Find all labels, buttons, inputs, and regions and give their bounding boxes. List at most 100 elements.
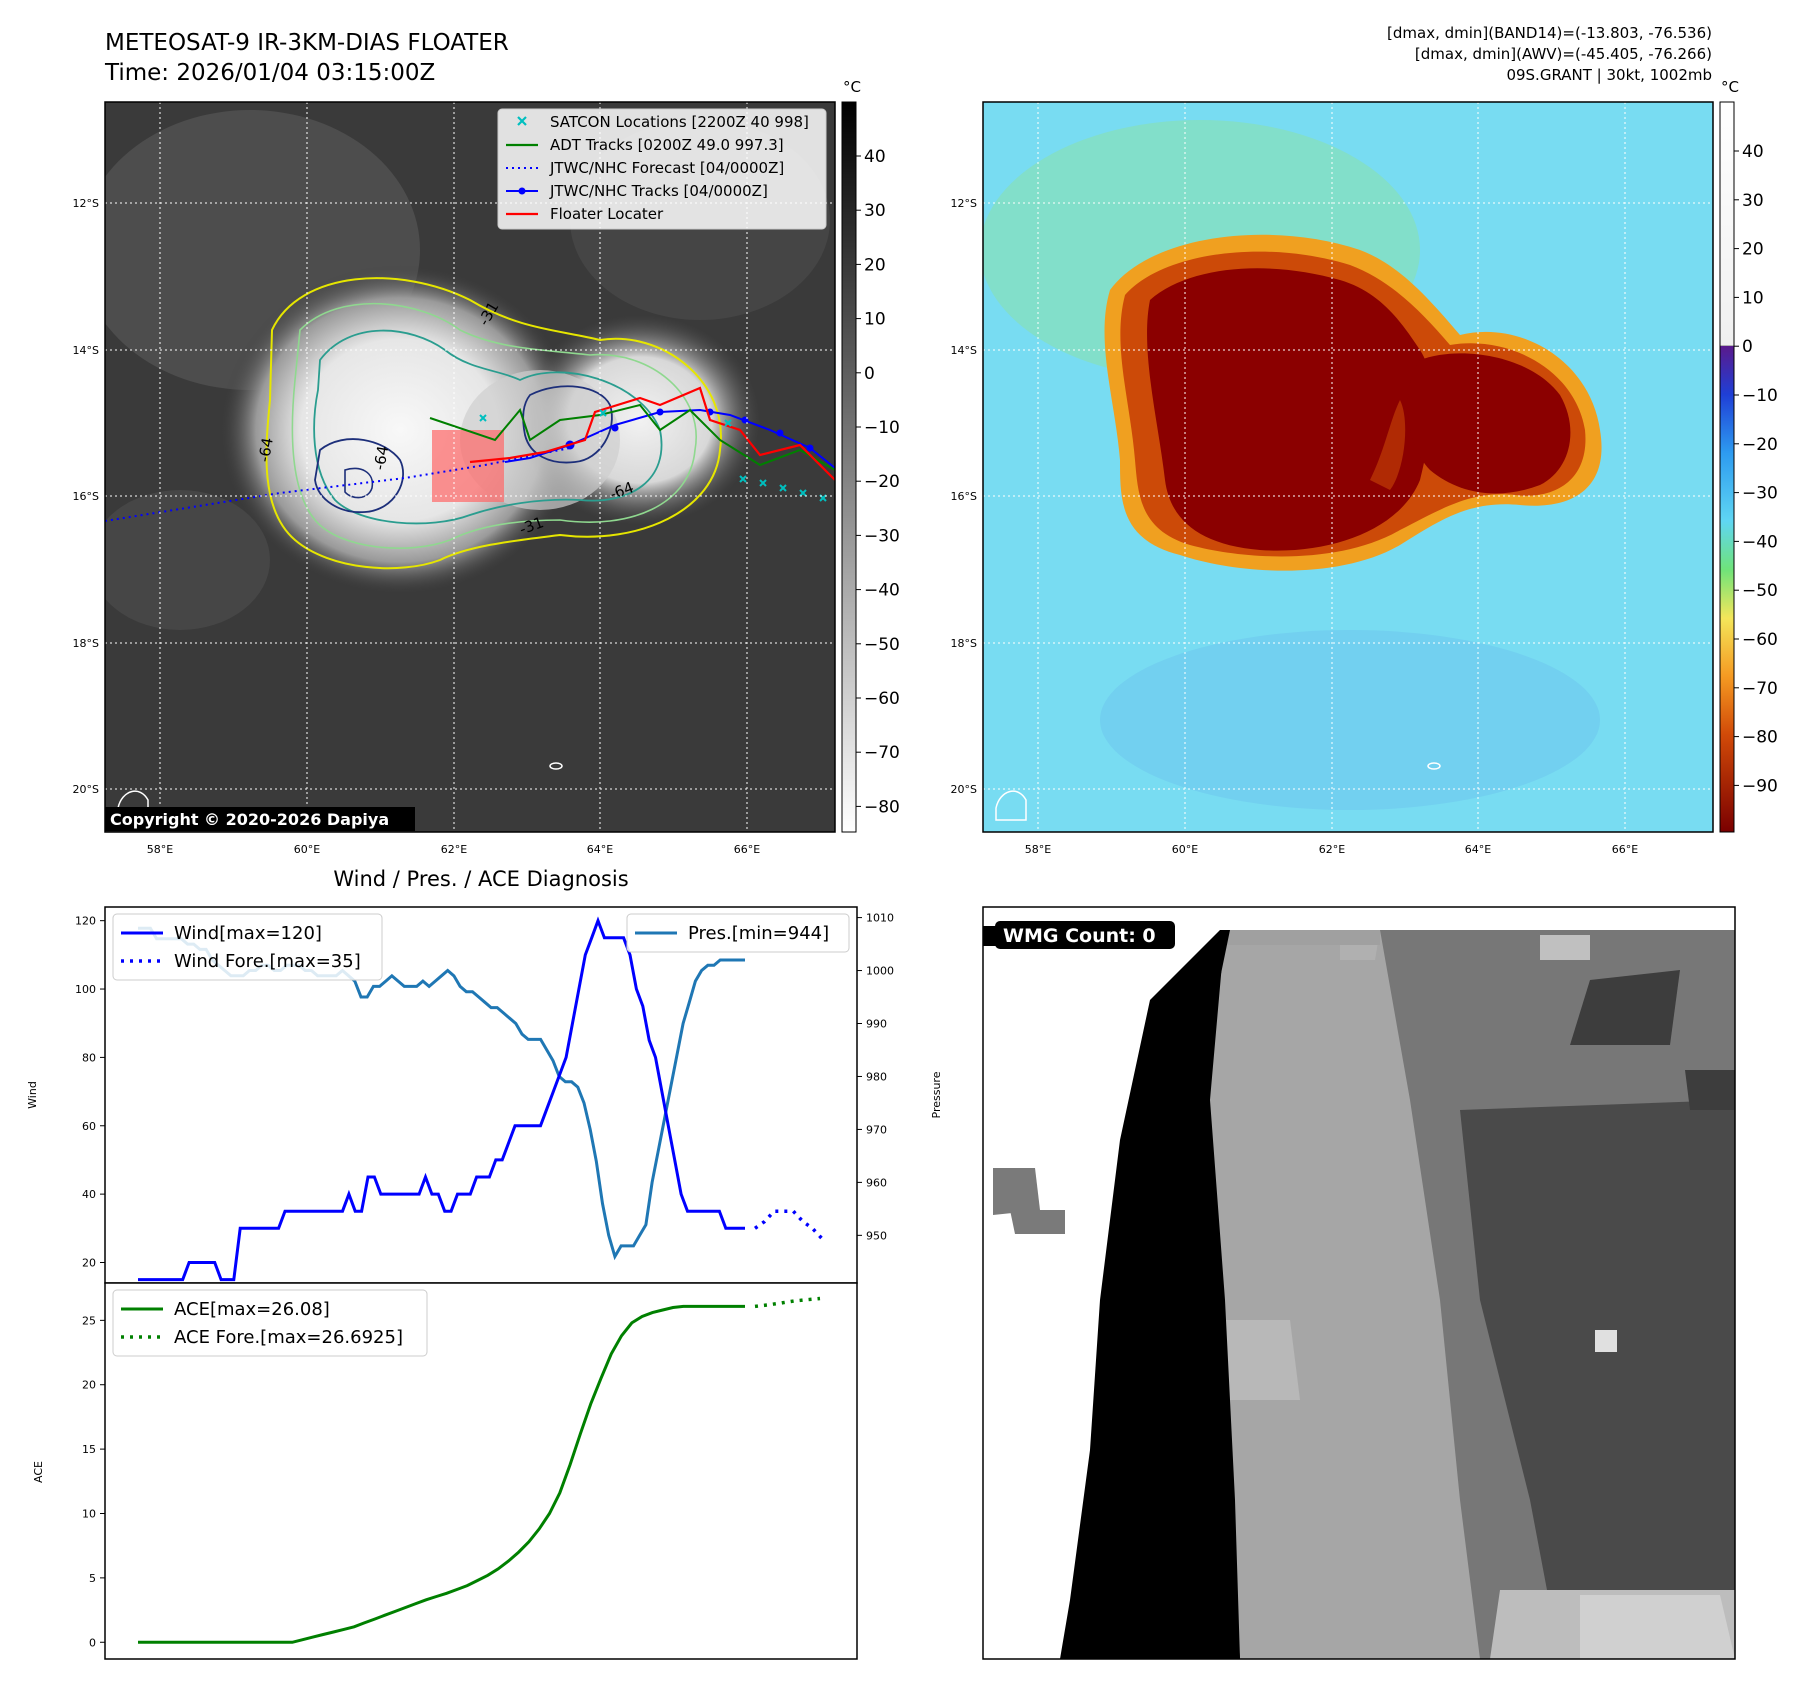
awv-lat-label: 20°S <box>951 783 977 796</box>
awv-lat-label: 16°S <box>951 490 977 503</box>
pressure-ytick-label: 950 <box>866 1229 887 1242</box>
ir-cbar-tick-label: −10 <box>864 418 900 438</box>
ir-lon-label: 58°E <box>147 843 173 856</box>
legend-wind: Wind[max=120] <box>174 923 322 944</box>
ir-lon-label: 64°E <box>587 843 613 856</box>
ace-ytick-label: 25 <box>82 1314 96 1327</box>
contour-label: -64 <box>370 444 392 471</box>
awv-cbar-tick-label: 10 <box>1742 288 1764 308</box>
map-legend-label: SATCON Locations [2200Z 40 998] <box>550 113 809 131</box>
awv-lon-label: 60°E <box>1172 843 1198 856</box>
ir-cbar-tick-label: 20 <box>864 255 886 275</box>
ace-line <box>138 1304 745 1644</box>
awv-cbar-tick-label: −10 <box>1742 386 1778 406</box>
legend-satcon-icon <box>517 116 527 126</box>
legend-pressure: Pres.[min=944] <box>688 923 829 944</box>
ir-lat-label: 20°S <box>73 783 99 796</box>
map-legend: SATCON Locations [2200Z 40 998] ADT Track… <box>497 108 827 230</box>
awv-colorbar <box>1719 101 1735 833</box>
wind-ytick-label: 20 <box>82 1256 96 1269</box>
ir-cbar-tick-label: −30 <box>864 526 900 546</box>
ir-cbar-tick-label: 40 <box>864 147 886 167</box>
ir-lat-label: 12°S <box>73 197 99 210</box>
wind-ytick-label: 100 <box>75 983 96 996</box>
ir-cbar-tick-label: −70 <box>864 743 900 763</box>
ir-cbar-tick-label: −40 <box>864 581 900 601</box>
ace-ytick-label: 0 <box>89 1636 96 1649</box>
awv-cbar-tick-label: −70 <box>1742 679 1778 699</box>
pressure-legend: Pres.[min=944] <box>626 913 850 953</box>
map-legend-label: JTWC/NHC Tracks [04/0000Z] <box>549 182 768 200</box>
wind-legend: Wind[max=120] Wind Fore.[max=35] <box>112 913 383 981</box>
pressure-ytick-label: 1000 <box>866 965 894 978</box>
awv-lat-label: 12°S <box>951 197 977 210</box>
ir-lat-label: 14°S <box>73 344 99 357</box>
ace-ytick-label: 20 <box>82 1379 96 1392</box>
pressure-ytick-label: 1010 <box>866 912 894 925</box>
pressure-axis-label: Pressure <box>930 1071 943 1118</box>
ace-forecast-line <box>754 1296 821 1309</box>
awv-cbar-tick-label: −30 <box>1742 484 1778 504</box>
awv-cbar-tick-label: −20 <box>1742 435 1778 455</box>
awv-lat-label: 18°S <box>951 637 977 650</box>
ir-cbar-tick-label: −60 <box>864 689 900 709</box>
ir-map-panel: -31 -64 -64 -31 -64 12°S14°S16°S18°S20°S… <box>73 78 900 856</box>
wind-ytick-label: 80 <box>82 1051 96 1064</box>
awv-map-panel: 12°S 14°S 16°S 18°S 20°S 58°E 60°E 62°E 64°E 66°… <box>951 78 1778 856</box>
info-line-3: 09S.GRANT | 30kt, 1002mb <box>1506 66 1712 84</box>
awv-cbar-tick-label: −90 <box>1742 776 1778 796</box>
awv-cbar-tick-label: −40 <box>1742 532 1778 552</box>
ir-cbar-tick-label: −80 <box>864 797 900 817</box>
ir-lon-label: 60°E <box>294 843 320 856</box>
info-line-2: [dmax, dmin](AWV)=(-45.405, -76.266) <box>1415 45 1712 63</box>
ir-lon-label: 66°E <box>734 843 760 856</box>
ir-cbar-tick-label: −50 <box>864 635 900 655</box>
pressure-ytick-label: 960 <box>866 1176 887 1189</box>
awv-colorbar-unit: °C <box>1721 78 1739 96</box>
awv-lon-label: 62°E <box>1319 843 1345 856</box>
chart-title: Wind / Pres. / ACE Diagnosis <box>333 867 628 891</box>
legend-ace: ACE[max=26.08] <box>174 1299 330 1320</box>
ir-colorbar <box>841 101 857 833</box>
ir-cbar-tick-label: −20 <box>864 472 900 492</box>
awv-cbar-tick-label: −60 <box>1742 630 1778 650</box>
ir-lon-label: 62°E <box>441 843 467 856</box>
awv-cbar-tick-label: 20 <box>1742 240 1764 260</box>
legend-wind-forecast: Wind Fore.[max=35] <box>174 951 361 972</box>
wind-pressure-chart: 20 40 60 80 100 120 950 960 970 980 990 1000 1010 W… <box>26 906 943 1284</box>
legend-ace-forecast: ACE Fore.[max=26.6925] <box>174 1327 403 1348</box>
ace-legend: ACE[max=26.08] ACE Fore.[max=26.6925] <box>112 1289 428 1357</box>
awv-cbar-tick-label: 30 <box>1742 191 1764 211</box>
map-legend-label: ADT Tracks [0200Z 49.0 997.3] <box>550 136 784 154</box>
ace-ytick-label: 10 <box>82 1507 96 1520</box>
pressure-ytick-label: 980 <box>866 1070 887 1083</box>
title-line-2: Time: 2026/01/04 03:15:00Z <box>104 60 435 86</box>
awv-cbar-tick-label: 40 <box>1742 142 1764 162</box>
wind-ytick-label: 60 <box>82 1120 96 1133</box>
map-legend-label: JTWC/NHC Forecast [04/0000Z] <box>549 159 784 177</box>
contour-label: -64 <box>255 436 277 463</box>
map-legend-label: Floater Locater <box>550 205 664 223</box>
ir-colorbar-unit: °C <box>843 78 861 96</box>
wind-ytick-label: 40 <box>82 1188 96 1201</box>
ace-ytick-label: 15 <box>82 1443 96 1456</box>
awv-cbar-tick-label: −80 <box>1742 728 1778 748</box>
ir-cbar-tick-label: 30 <box>864 201 886 221</box>
awv-cbar-tick-label: 0 <box>1742 337 1753 357</box>
wind-line <box>138 916 745 1282</box>
ace-axis-label: ACE <box>32 1461 45 1483</box>
ace-chart: 0 5 10 15 20 25 ACE ACE[max=26.08] ACE Fore.[… <box>32 1282 858 1660</box>
awv-lon-label: 64°E <box>1465 843 1491 856</box>
info-line-1: [dmax, dmin](BAND14)=(-13.803, -76.536) <box>1387 24 1712 42</box>
ir-cbar-tick-label: 0 <box>864 364 875 384</box>
pressure-ytick-label: 990 <box>866 1018 887 1031</box>
awv-lon-label: 58°E <box>1025 843 1051 856</box>
wmg-count-label: WMG Count: 0 <box>1003 925 1156 947</box>
ace-ytick-label: 5 <box>89 1572 96 1585</box>
awv-cbar-tick-label: −50 <box>1742 581 1778 601</box>
awv-lon-label: 66°E <box>1612 843 1638 856</box>
ir-lat-label: 16°S <box>73 490 99 503</box>
pressure-ytick-label: 970 <box>866 1123 887 1136</box>
ir-lat-label: 18°S <box>73 637 99 650</box>
ir-gridlines <box>105 102 835 832</box>
